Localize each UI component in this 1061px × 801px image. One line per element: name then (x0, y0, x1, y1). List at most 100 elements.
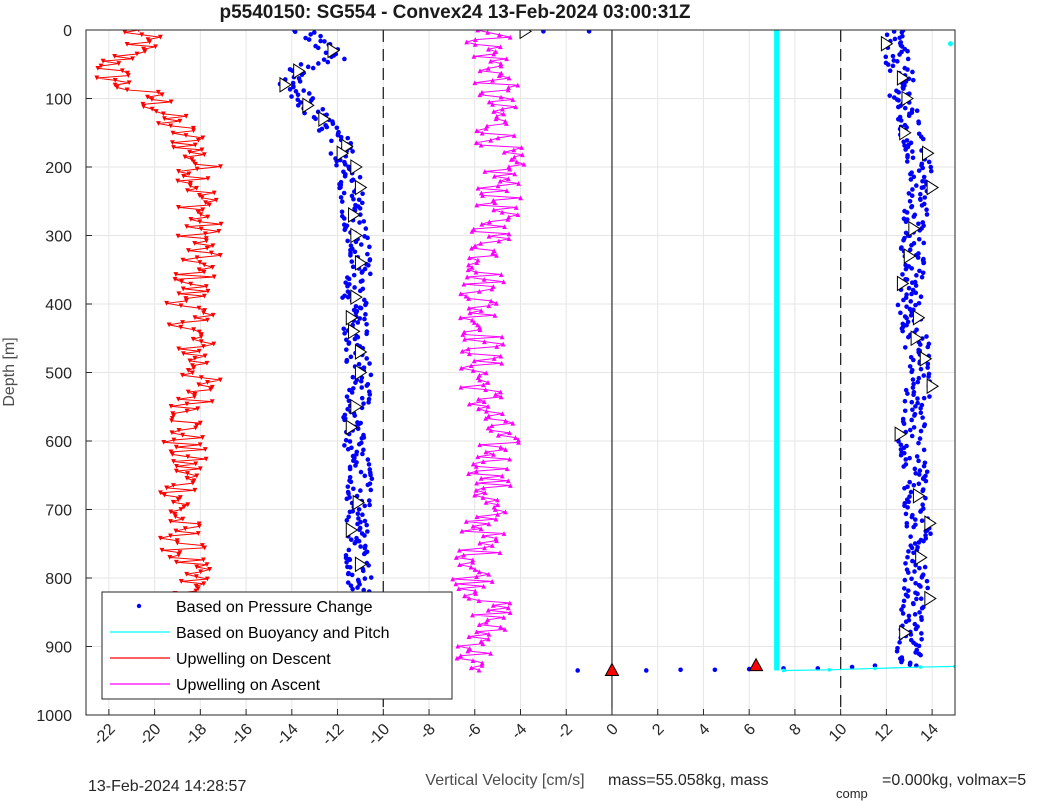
dive-marker-open-triangle (293, 63, 306, 80)
upwelling-ascent-marker (483, 387, 489, 393)
pressure-ascent-point (906, 588, 911, 593)
pressure-descent-point (356, 516, 361, 521)
upwelling-ascent-marker (516, 181, 521, 186)
pressure-descent-point (352, 540, 358, 546)
pressure-descent-point (346, 547, 352, 553)
pressure-ascent-point (909, 399, 915, 405)
upwelling-ascent-marker (477, 442, 483, 448)
pressure-ascent-point (921, 423, 927, 429)
pressure-descent-point (345, 406, 350, 412)
pressure-descent-point (364, 321, 369, 327)
pressure-descent-point (365, 235, 370, 241)
pressure-descent-point (348, 537, 354, 543)
dive-marker-open-triangle (924, 590, 937, 607)
upwelling-descent-marker (204, 576, 210, 582)
x-axis-label: Vertical Velocity [cm/s] (425, 772, 584, 789)
upwelling-ascent-marker (494, 252, 499, 258)
upwelling-ascent-marker (490, 101, 495, 107)
upwelling-ascent-marker (512, 171, 518, 177)
x-tick-label: 6 (741, 721, 759, 739)
pressure-surface-point (586, 30, 592, 34)
upwelling-ascent-marker (492, 507, 498, 512)
pressure-ascent-point (904, 304, 909, 309)
upwelling-ascent-marker (507, 166, 513, 172)
upwelling-descent-marker (114, 85, 120, 90)
upwelling-ascent-marker (507, 600, 513, 606)
upwelling-descent-marker (197, 466, 203, 472)
upwelling-ascent-marker (481, 399, 487, 405)
upwelling-ascent-marker (486, 46, 491, 52)
upwelling-ascent-marker (488, 427, 494, 433)
upwelling-descent-marker (180, 257, 186, 263)
pressure-descent-point (349, 390, 355, 395)
upwelling-descent-marker (196, 193, 202, 198)
pressure-descent-point (350, 374, 356, 380)
pressure-descent-point (356, 507, 362, 512)
pressure-ascent-point (904, 523, 910, 529)
pressure-ascent-point (910, 187, 915, 192)
upwelling-ascent-marker (475, 322, 481, 328)
upwelling-ascent-marker (521, 161, 527, 167)
pressure-descent-point (313, 116, 318, 122)
upwelling-descent-marker (159, 92, 165, 98)
upwelling-descent-marker (192, 315, 198, 321)
x-tick-label: -22 (90, 721, 118, 749)
upwelling-ascent-marker (495, 183, 501, 189)
pressure-descent-point (347, 557, 353, 563)
pressure-ascent-point (921, 447, 927, 453)
dive-marker-open-triangle (350, 159, 363, 175)
dive-marker-open-triangle (926, 179, 940, 196)
upwelling-descent-marker (142, 49, 148, 54)
pressure-descent-point (320, 106, 326, 112)
upwelling-descent-marker (200, 207, 206, 213)
pressure-ascent-point (918, 652, 923, 658)
upwelling-descent-marker (126, 80, 132, 86)
upwelling-ascent-marker (470, 612, 475, 618)
upwelling-ascent-marker (498, 272, 504, 277)
upwelling-ascent-marker (472, 567, 478, 572)
upwelling-ascent-marker (499, 360, 505, 366)
pressure-descent-point (367, 392, 373, 397)
upwelling-ascent-marker (483, 370, 489, 376)
upwelling-ascent-marker (485, 30, 491, 35)
pressure-surface-point (575, 668, 580, 673)
pressure-descent-point (359, 436, 365, 441)
pressure-ascent-point (912, 541, 918, 546)
pressure-ascent-point (913, 471, 919, 476)
upwelling-ascent-marker (490, 603, 496, 608)
x-tick-label: -20 (136, 721, 164, 749)
upwelling-ascent-marker (477, 377, 483, 383)
pressure-ascent-point (901, 421, 907, 427)
dive-marker-open-triangle (908, 220, 921, 237)
upwelling-ascent-marker (466, 296, 471, 301)
upwelling-descent-marker (155, 89, 161, 95)
pressure-ascent-point (898, 442, 904, 448)
y-tick-label: 0 (63, 23, 72, 40)
upwelling-ascent-marker (456, 586, 462, 592)
pressure-ascent-point (919, 605, 925, 611)
upwelling-ascent-marker (502, 626, 508, 632)
pressure-ascent-point (911, 381, 916, 387)
pressure-ascent-point (906, 613, 912, 619)
upwelling-descent-marker (186, 171, 192, 177)
legend: Based on Pressure Change Based on Buoyan… (101, 591, 453, 700)
upwelling-ascent-marker (513, 435, 518, 440)
upwelling-ascent-marker (494, 538, 499, 544)
pressure-ascent-point (907, 247, 913, 253)
y-tick-label: 600 (45, 434, 72, 451)
upwelling-ascent-marker (506, 75, 512, 81)
upwelling-ascent-marker (466, 401, 472, 407)
upwelling-ascent-marker (469, 228, 475, 234)
pressure-descent-point (366, 262, 371, 268)
pressure-descent-point (356, 421, 362, 427)
pressure-ascent-point (915, 591, 920, 597)
upwelling-ascent-marker (454, 655, 460, 661)
upwelling-ascent-marker (519, 145, 524, 150)
upwelling-descent-marker (134, 51, 140, 57)
upwelling-ascent-marker (486, 631, 492, 637)
pressure-descent-point (350, 264, 356, 270)
pressure-ascent-point (919, 575, 925, 580)
upwelling-ascent-marker (476, 288, 482, 294)
upwelling-ascent-marker (480, 533, 486, 539)
